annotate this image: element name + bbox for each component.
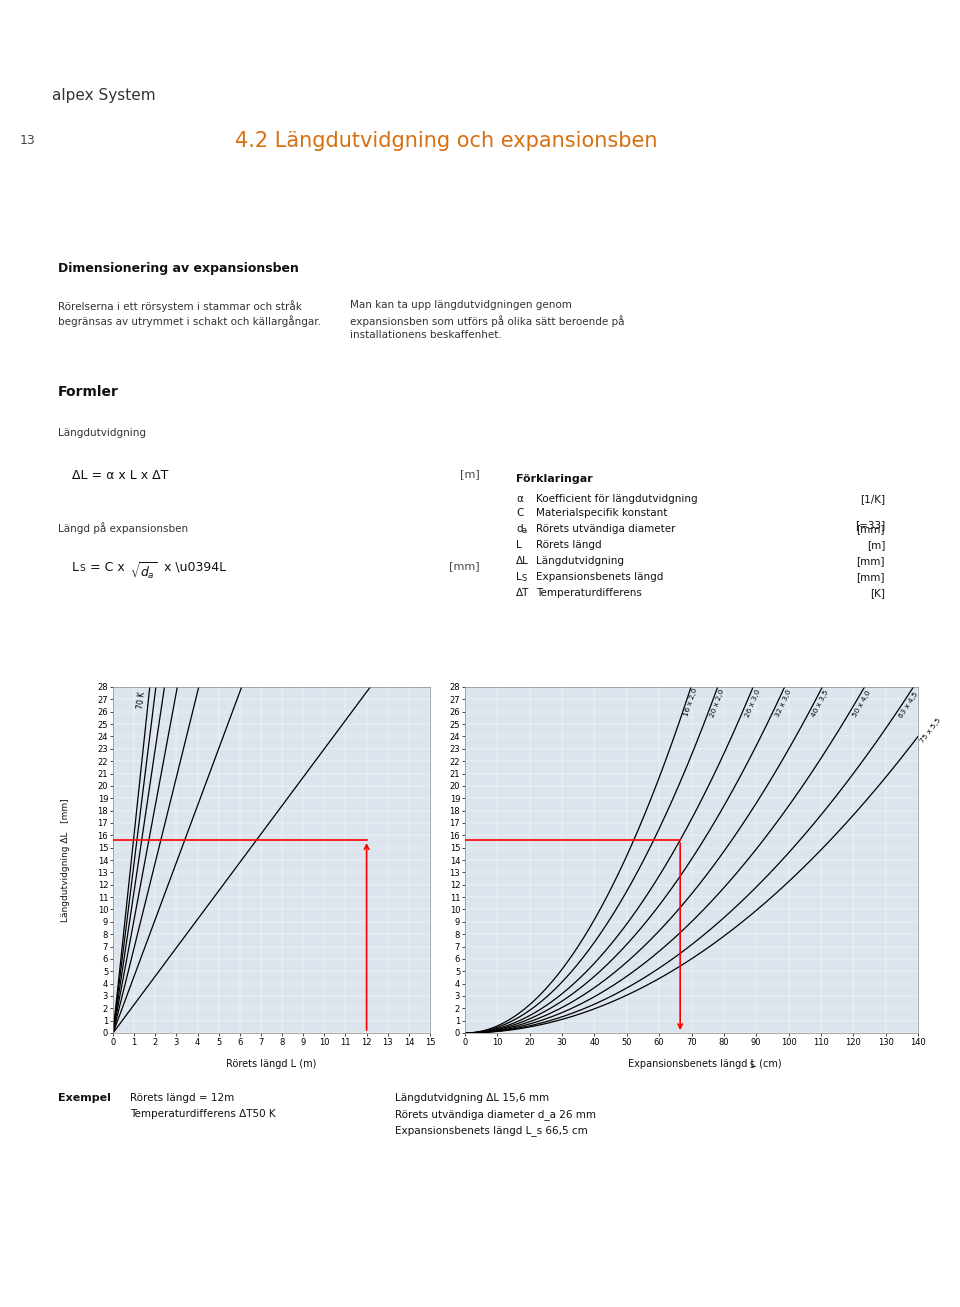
Text: 70 K: 70 K [136, 691, 147, 708]
Text: Temperaturdifferens: Temperaturdifferens [536, 588, 642, 599]
Text: Formler: Formler [58, 386, 119, 399]
Text: 4.2 Längdutvidgning och expansionsben: 4.2 Längdutvidgning och expansionsben [235, 131, 658, 152]
Text: ΔL = α x L x ΔT: ΔL = α x L x ΔT [72, 469, 168, 482]
Text: [m]: [m] [867, 540, 885, 550]
Text: Längdutvidgning ΔL   [mm]: Längdutvidgning ΔL [mm] [60, 799, 69, 921]
Text: S: S [522, 574, 527, 583]
Text: 20 x 2,0: 20 x 2,0 [709, 687, 726, 718]
Text: [=33]: [=33] [854, 520, 885, 531]
Wedge shape [175, 152, 204, 159]
Text: Längd på expansionsben: Längd på expansionsben [58, 521, 188, 533]
Text: Rörets längd: Rörets längd [536, 540, 602, 550]
Text: [mm]: [mm] [449, 561, 480, 571]
Text: $\sqrt{d_a}$: $\sqrt{d_a}$ [130, 561, 157, 582]
Text: 40 x 3,5: 40 x 3,5 [810, 689, 829, 719]
Text: 13: 13 [20, 135, 36, 148]
Text: Rörets längd L (m): Rörets längd L (m) [227, 1059, 317, 1069]
Text: [m]: [m] [460, 469, 480, 478]
Text: Exempel: Exempel [58, 1093, 110, 1103]
Text: Längdutvidgning ΔL 15,6 mm: Längdutvidgning ΔL 15,6 mm [395, 1093, 549, 1103]
Text: [1/K]: [1/K] [860, 494, 885, 505]
Text: α: α [516, 494, 523, 505]
Text: = C x: = C x [86, 561, 129, 574]
Wedge shape [172, 146, 206, 159]
Text: installationens beskaffenhet.: installationens beskaffenhet. [350, 329, 502, 340]
Text: S: S [750, 1061, 755, 1070]
Text: Förklaringar: Förklaringar [516, 474, 592, 484]
Text: Man kan ta upp längdutvidgningen genom: Man kan ta upp längdutvidgningen genom [350, 301, 572, 310]
Circle shape [168, 120, 210, 162]
Text: (cm): (cm) [756, 1059, 781, 1069]
Text: expansionsben som utförs på olika sätt beroende på: expansionsben som utförs på olika sätt b… [350, 315, 625, 327]
Text: [mm]: [mm] [856, 555, 885, 566]
Text: C: C [516, 508, 523, 518]
Text: Längdutvidgning: Längdutvidgning [58, 427, 146, 438]
Text: 16 x 2,0: 16 x 2,0 [684, 687, 699, 718]
Text: Temperaturdifferens ΔT50 K: Temperaturdifferens ΔT50 K [130, 1110, 276, 1119]
Text: ΔT: ΔT [516, 588, 529, 599]
Text: 32 x 3,0: 32 x 3,0 [775, 689, 792, 718]
Text: Expansionsbenets längd L: Expansionsbenets längd L [628, 1059, 756, 1069]
Text: L: L [516, 540, 521, 550]
Text: Koefficient för längdutvidgning: Koefficient för längdutvidgning [536, 494, 698, 505]
Text: [mm]: [mm] [856, 572, 885, 582]
Text: alpex System: alpex System [52, 88, 156, 103]
Text: Rörets utvändiga diameter: Rörets utvändiga diameter [536, 524, 676, 535]
Text: begränsas av utrymmet i schakt och källargångar.: begränsas av utrymmet i schakt och källa… [58, 315, 321, 327]
Text: 50 x 4,0: 50 x 4,0 [852, 690, 872, 719]
Text: 63 x 4,5: 63 x 4,5 [899, 690, 920, 719]
Text: S: S [79, 565, 84, 572]
Text: [mm]: [mm] [856, 524, 885, 535]
Text: [K]: [K] [870, 588, 885, 599]
Text: Längdutvidgning: Längdutvidgning [536, 555, 624, 566]
Text: 75 x 5,5: 75 x 5,5 [920, 716, 943, 744]
Text: L: L [72, 561, 79, 574]
Text: 26 x 3,0: 26 x 3,0 [744, 689, 761, 718]
Text: L: L [516, 572, 521, 582]
Text: d: d [516, 524, 522, 535]
Text: Rörets längd = 12m: Rörets längd = 12m [130, 1093, 234, 1103]
Text: x \u0394L: x \u0394L [160, 561, 227, 574]
Text: Dimensionering av expansionsben: Dimensionering av expansionsben [58, 261, 299, 274]
Text: Materialspecifik konstant: Materialspecifik konstant [536, 508, 667, 518]
Text: Rörets utvändiga diameter d_a 26 mm: Rörets utvändiga diameter d_a 26 mm [395, 1110, 596, 1120]
Text: Expansionsbenets längd: Expansionsbenets längd [536, 572, 663, 582]
Text: Rörelserna i ett rörsystem i stammar och stråk: Rörelserna i ett rörsystem i stammar och… [58, 301, 301, 312]
Text: a: a [522, 525, 527, 535]
Text: Expansionsbenets längd L_s 66,5 cm: Expansionsbenets längd L_s 66,5 cm [395, 1125, 588, 1136]
Text: ΔL: ΔL [516, 555, 529, 566]
